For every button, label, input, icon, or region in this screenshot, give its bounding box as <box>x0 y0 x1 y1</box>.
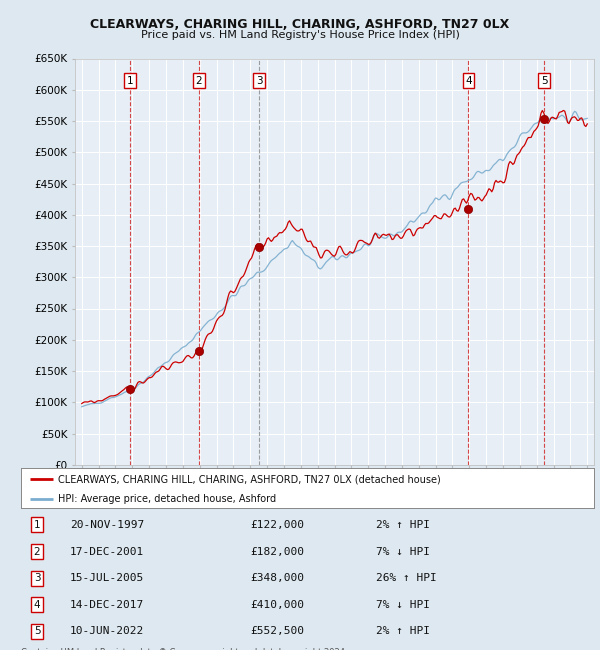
Text: Price paid vs. HM Land Registry's House Price Index (HPI): Price paid vs. HM Land Registry's House … <box>140 30 460 40</box>
Text: 2% ↑ HPI: 2% ↑ HPI <box>376 520 430 530</box>
Text: CLEARWAYS, CHARING HILL, CHARING, ASHFORD, TN27 0LX (detached house): CLEARWAYS, CHARING HILL, CHARING, ASHFOR… <box>58 474 441 484</box>
Text: £122,000: £122,000 <box>250 520 304 530</box>
Text: 5: 5 <box>34 627 40 636</box>
Text: 7% ↓ HPI: 7% ↓ HPI <box>376 547 430 556</box>
Text: 15-JUL-2005: 15-JUL-2005 <box>70 573 144 583</box>
Text: 10-JUN-2022: 10-JUN-2022 <box>70 627 144 636</box>
Text: 26% ↑ HPI: 26% ↑ HPI <box>376 573 437 583</box>
Text: £552,500: £552,500 <box>250 627 304 636</box>
Text: 2% ↑ HPI: 2% ↑ HPI <box>376 627 430 636</box>
Text: Contains HM Land Registry data © Crown copyright and database right 2024.: Contains HM Land Registry data © Crown c… <box>21 648 347 650</box>
Text: 20-NOV-1997: 20-NOV-1997 <box>70 520 144 530</box>
Text: £410,000: £410,000 <box>250 600 304 610</box>
Text: 14-DEC-2017: 14-DEC-2017 <box>70 600 144 610</box>
Text: 17-DEC-2001: 17-DEC-2001 <box>70 547 144 556</box>
Text: 1: 1 <box>34 520 40 530</box>
Text: 1: 1 <box>127 76 134 86</box>
Text: £182,000: £182,000 <box>250 547 304 556</box>
Text: £348,000: £348,000 <box>250 573 304 583</box>
Text: 2: 2 <box>196 76 202 86</box>
Text: CLEARWAYS, CHARING HILL, CHARING, ASHFORD, TN27 0LX: CLEARWAYS, CHARING HILL, CHARING, ASHFOR… <box>91 18 509 31</box>
Text: HPI: Average price, detached house, Ashford: HPI: Average price, detached house, Ashf… <box>58 495 277 504</box>
Text: 4: 4 <box>34 600 40 610</box>
Text: 5: 5 <box>541 76 547 86</box>
Text: 3: 3 <box>34 573 40 583</box>
Text: 2: 2 <box>34 547 40 556</box>
Text: 3: 3 <box>256 76 263 86</box>
Text: 7% ↓ HPI: 7% ↓ HPI <box>376 600 430 610</box>
Text: 4: 4 <box>465 76 472 86</box>
